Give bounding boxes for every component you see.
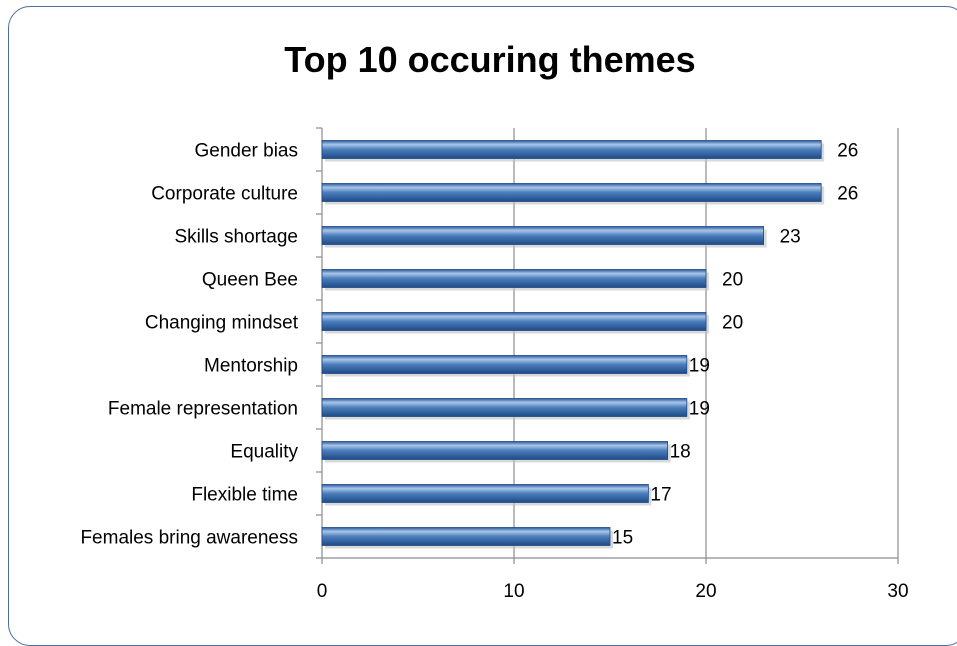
- bar-1: [321, 183, 822, 202]
- bar-8: [321, 484, 649, 503]
- category-label-3: Queen Bee: [202, 270, 298, 291]
- bar-0: [321, 140, 822, 159]
- bar-chart: Top 10 occuring themes Gender bias Corpor…: [80, 39, 909, 602]
- bar-3: [321, 269, 707, 288]
- category-label-7: Equality: [230, 442, 298, 463]
- chart-title: Top 10 occuring themes: [284, 39, 695, 80]
- bar-6: [321, 398, 688, 417]
- x-tick-label-1: 10: [503, 581, 524, 602]
- x-tick-label-0: 0: [317, 581, 328, 602]
- data-label-1: 26: [837, 184, 858, 205]
- category-label-1: Corporate culture: [151, 184, 298, 205]
- bars: [321, 140, 825, 549]
- data-label-7: 18: [670, 442, 691, 463]
- data-label-4: 20: [722, 313, 743, 334]
- data-label-0: 26: [837, 141, 858, 162]
- x-tick-label-2: 20: [695, 581, 716, 602]
- bar-2: [321, 226, 765, 245]
- x-tick-label-3: 30: [887, 581, 908, 602]
- bar-7: [321, 441, 669, 460]
- data-label-8: 17: [650, 485, 671, 506]
- category-label-2: Skills shortage: [174, 227, 298, 248]
- category-labels: Gender bias Corporate culture Skills short…: [80, 141, 298, 549]
- bar-5: [321, 355, 688, 374]
- data-label-5: 19: [689, 356, 710, 377]
- bar-9: [321, 527, 611, 546]
- category-label-4: Changing mindset: [145, 313, 299, 334]
- data-label-9: 15: [612, 528, 633, 549]
- data-label-6: 19: [689, 399, 710, 420]
- data-labels: 26 26 23 20 20 19 19 18 17 15: [612, 141, 858, 549]
- category-label-0: Gender bias: [194, 141, 298, 162]
- category-label-5: Mentorship: [204, 356, 298, 377]
- category-label-9: Females bring awareness: [80, 528, 298, 549]
- data-label-2: 23: [780, 227, 801, 248]
- bar-4: [321, 312, 707, 331]
- x-tick-labels: 0 10 20 30: [317, 581, 909, 602]
- category-label-6: Female representation: [108, 399, 298, 420]
- category-label-8: Flexible time: [191, 485, 298, 506]
- data-label-3: 20: [722, 270, 743, 291]
